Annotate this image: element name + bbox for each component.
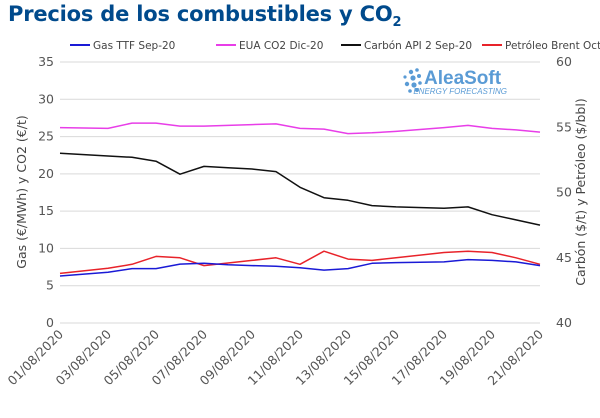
y-axis-right-ticks: 40 45 50 55 60 xyxy=(556,54,572,330)
y-left-tick-label: 5 xyxy=(46,278,54,293)
y-right-tick-label: 60 xyxy=(556,54,572,69)
logo-dot xyxy=(410,75,416,81)
logo-dot xyxy=(408,69,414,75)
y-right-tick-label: 50 xyxy=(556,185,572,200)
x-axis-ticks: 01/08/202003/08/202005/08/202007/08/2020… xyxy=(5,326,547,388)
logo-dot xyxy=(403,75,407,79)
logo-tagline: ENERGY FORECASTING xyxy=(413,87,507,96)
logo-dot xyxy=(415,88,419,92)
y-left-tick-label: 20 xyxy=(38,166,54,181)
logo-dot xyxy=(417,74,421,78)
y-left-tick-label: 0 xyxy=(46,315,54,330)
aleasoft-logo-icon xyxy=(403,68,422,93)
logo-name: AleaSoft xyxy=(424,68,502,89)
y-left-tick-label: 35 xyxy=(38,54,54,69)
series-line-1 xyxy=(59,122,541,135)
aleasoft-logo: AleaSoft ENERGY FORECASTING xyxy=(403,68,507,96)
gridlines xyxy=(60,61,540,324)
y-right-tick-label: 40 xyxy=(556,315,572,330)
series-line-2 xyxy=(59,152,541,226)
y-left-tick-label: 15 xyxy=(38,203,54,218)
y-axis-left-ticks: 0 5 10 15 20 25 30 35 xyxy=(38,54,54,330)
y-left-tick-label: 10 xyxy=(38,240,54,255)
y-right-tick-label: 45 xyxy=(556,250,572,265)
legend-label: Carbón API 2 Sep-20 xyxy=(364,40,472,52)
y-right-tick-label: 55 xyxy=(556,119,572,134)
logo-dot xyxy=(404,81,410,87)
series-line-0 xyxy=(59,258,541,277)
y-axis-left-title: Gas (€/MWh) y CO2 (€/t) xyxy=(14,115,29,268)
logo-dot xyxy=(411,82,417,88)
logo-dot xyxy=(418,81,422,85)
logo-dot xyxy=(408,89,412,93)
legend: Gas TTF Sep-20 EUA CO2 Dic-20 Carbón API 2… xyxy=(70,40,600,52)
logo-dot xyxy=(415,68,419,72)
y-left-tick-label: 25 xyxy=(38,129,54,144)
legend-label: EUA CO2 Dic-20 xyxy=(239,40,323,52)
series-line-3 xyxy=(59,250,541,275)
legend-label: Gas TTF Sep-20 xyxy=(93,40,175,52)
legend-label: Petróleo Brent Oct-20 xyxy=(505,40,600,52)
y-axis-right-title: Carbón ($/t) y Petróleo ($/bbl) xyxy=(573,98,588,285)
y-left-tick-label: 30 xyxy=(38,91,54,106)
series-lines xyxy=(59,122,541,277)
chart-title: Precios de los combustibles y CO2 xyxy=(8,2,402,31)
